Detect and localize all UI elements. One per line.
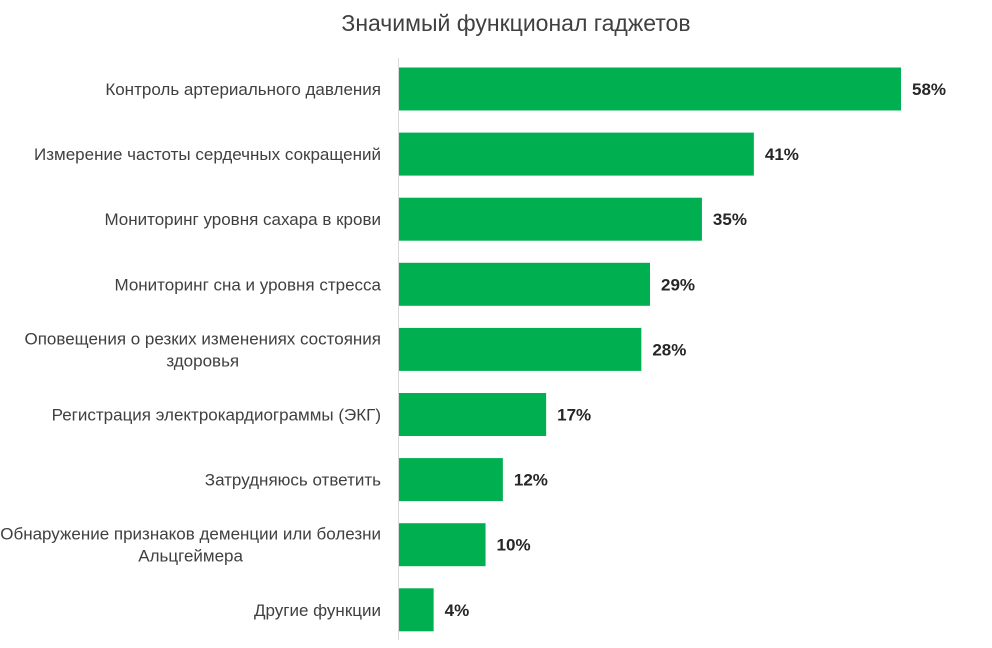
bar-1	[399, 67, 901, 111]
category-label-9: Другие функции	[254, 601, 381, 620]
data-label-4: 29%	[661, 275, 695, 294]
category-label-3: Мониторинг уровня сахара в крови	[104, 210, 381, 229]
category-label-4: Мониторинг сна и уровня стресса	[114, 275, 381, 294]
category-label-5-line-1: Оповещения о резких изменениях состояния	[25, 329, 382, 348]
bar-4	[399, 262, 650, 306]
bar-3	[399, 197, 702, 241]
category-label-5-line-2: здоровья	[166, 351, 239, 370]
data-label-6: 17%	[557, 406, 591, 425]
category-label-1: Контроль артериального давления	[105, 80, 381, 99]
bar-2	[399, 132, 754, 176]
category-label-5: Оповещения о резких изменениях состояния…	[25, 329, 382, 370]
bar-5	[399, 327, 642, 371]
category-label-6: Регистрация электрокардиограммы (ЭКГ)	[52, 406, 381, 425]
data-label-7: 12%	[514, 471, 548, 490]
bar-8	[399, 523, 486, 567]
data-label-3: 35%	[713, 210, 747, 229]
chart-title: Значимый функционал гаджетов	[341, 10, 691, 36]
data-label-8: 10%	[497, 536, 531, 555]
data-label-9: 4%	[445, 601, 470, 620]
category-label-8-line-2: Альцгеймера	[138, 547, 243, 566]
bar-6	[399, 393, 547, 436]
data-label-2: 41%	[765, 145, 799, 164]
category-label-8: Обнаружение признаков деменции или болез…	[0, 525, 381, 566]
category-label-2: Измерение частоты сердечных сокращений	[34, 145, 381, 164]
data-label-1: 58%	[912, 80, 946, 99]
bar-9	[399, 588, 434, 632]
data-label-5: 28%	[652, 340, 686, 359]
category-label-8-line-1: Обнаружение признаков деменции или болез…	[0, 525, 381, 544]
bar-7	[399, 458, 503, 502]
category-label-7: Затрудняюсь ответить	[205, 471, 381, 490]
